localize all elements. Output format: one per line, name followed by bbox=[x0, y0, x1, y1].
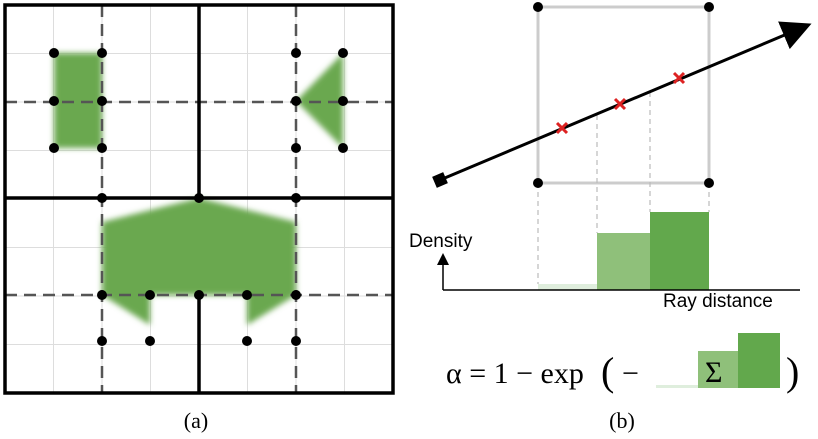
mini-bar bbox=[698, 351, 738, 388]
vertex bbox=[97, 48, 107, 58]
vertex bbox=[97, 143, 107, 153]
vertex bbox=[49, 143, 59, 153]
vertices bbox=[533, 2, 714, 188]
paren: ) bbox=[786, 349, 799, 394]
vertex bbox=[242, 336, 252, 346]
vertex bbox=[291, 193, 301, 203]
vertex bbox=[194, 193, 204, 203]
caption: (a) bbox=[184, 408, 208, 433]
vertex bbox=[338, 96, 348, 106]
density-bar bbox=[597, 233, 650, 290]
vertex bbox=[291, 290, 301, 300]
mini-bar bbox=[656, 385, 698, 388]
caption: (b) bbox=[609, 408, 635, 433]
vertex bbox=[194, 290, 204, 300]
sample-mark bbox=[672, 71, 686, 85]
vertices bbox=[49, 48, 348, 346]
vertex bbox=[145, 336, 155, 346]
minus: − bbox=[622, 357, 639, 390]
vertex bbox=[49, 96, 59, 106]
vertex bbox=[338, 143, 348, 153]
y-axis-label: Density bbox=[409, 231, 473, 252]
samples bbox=[555, 71, 686, 135]
vertex bbox=[291, 48, 301, 58]
x-axis-label: Ray distance bbox=[663, 291, 773, 312]
sample-mark bbox=[555, 121, 569, 135]
vertex bbox=[97, 290, 107, 300]
vertex bbox=[97, 193, 107, 203]
sum: Σ bbox=[705, 356, 722, 389]
vertex bbox=[704, 178, 714, 188]
mini-bar bbox=[738, 333, 780, 388]
vertex bbox=[533, 2, 543, 12]
sample-mark bbox=[613, 97, 627, 111]
vertex bbox=[242, 290, 252, 300]
vertex bbox=[533, 178, 543, 188]
shape bbox=[54, 53, 102, 148]
vertex bbox=[97, 96, 107, 106]
vertex bbox=[704, 2, 714, 12]
vertex bbox=[338, 48, 348, 58]
voxel bbox=[536, 5, 711, 185]
vertex bbox=[291, 96, 301, 106]
density-bar bbox=[650, 212, 709, 290]
vertex bbox=[97, 336, 107, 346]
vertex bbox=[145, 290, 155, 300]
vertex bbox=[291, 336, 301, 346]
vertex bbox=[291, 143, 301, 153]
shape bbox=[296, 53, 343, 148]
formula-lhs: α = 1 − exp bbox=[446, 357, 584, 390]
ray-origin bbox=[432, 172, 448, 188]
formula: α = 1 − exp ( − Σ ) bbox=[446, 333, 799, 394]
paren: ( bbox=[601, 349, 614, 394]
density-bar bbox=[538, 284, 597, 290]
vertex bbox=[49, 48, 59, 58]
